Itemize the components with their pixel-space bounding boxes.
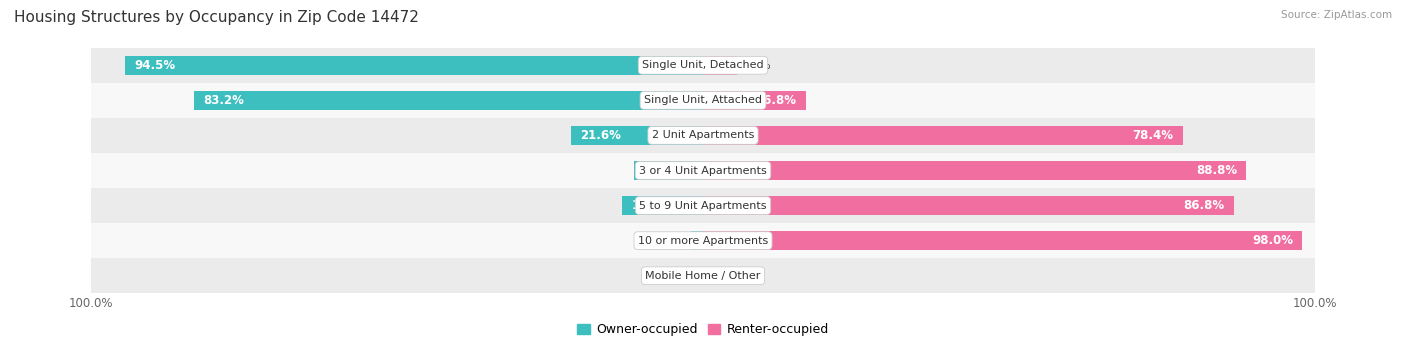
Bar <box>571 126 703 145</box>
Text: 2.0%: 2.0% <box>657 234 686 247</box>
Text: 16.8%: 16.8% <box>755 94 797 107</box>
Bar <box>91 118 1315 153</box>
Text: Source: ZipAtlas.com: Source: ZipAtlas.com <box>1281 10 1392 20</box>
Text: 2 Unit Apartments: 2 Unit Apartments <box>652 130 754 140</box>
Bar <box>703 196 1234 215</box>
Text: 78.4%: 78.4% <box>1132 129 1174 142</box>
Text: Housing Structures by Occupancy in Zip Code 14472: Housing Structures by Occupancy in Zip C… <box>14 10 419 25</box>
Bar <box>703 161 1246 180</box>
Text: 94.5%: 94.5% <box>134 59 176 72</box>
Bar <box>703 91 806 110</box>
Text: 98.0%: 98.0% <box>1253 234 1294 247</box>
Bar <box>194 91 703 110</box>
Text: Single Unit, Detached: Single Unit, Detached <box>643 60 763 70</box>
Legend: Owner-occupied, Renter-occupied: Owner-occupied, Renter-occupied <box>572 318 834 341</box>
Bar <box>125 56 703 75</box>
Text: 5.5%: 5.5% <box>741 59 770 72</box>
Bar <box>703 126 1182 145</box>
Bar <box>91 153 1315 188</box>
Text: Single Unit, Attached: Single Unit, Attached <box>644 95 762 105</box>
Bar <box>91 83 1315 118</box>
Text: Mobile Home / Other: Mobile Home / Other <box>645 271 761 281</box>
Text: 83.2%: 83.2% <box>204 94 245 107</box>
Bar <box>91 258 1315 293</box>
Bar <box>91 188 1315 223</box>
Bar <box>703 231 1302 250</box>
Text: 5 to 9 Unit Apartments: 5 to 9 Unit Apartments <box>640 201 766 211</box>
Text: 88.8%: 88.8% <box>1197 164 1237 177</box>
Bar <box>91 223 1315 258</box>
Text: 13.2%: 13.2% <box>631 199 672 212</box>
Text: 86.8%: 86.8% <box>1184 199 1225 212</box>
Bar <box>690 231 703 250</box>
Text: 10 or more Apartments: 10 or more Apartments <box>638 236 768 246</box>
Bar <box>703 56 737 75</box>
Text: 3 or 4 Unit Apartments: 3 or 4 Unit Apartments <box>640 165 766 176</box>
Text: 0.0%: 0.0% <box>707 269 738 282</box>
Text: 0.0%: 0.0% <box>668 269 699 282</box>
Bar <box>623 196 703 215</box>
Bar <box>91 48 1315 83</box>
Bar <box>634 161 703 180</box>
Text: 21.6%: 21.6% <box>581 129 621 142</box>
Text: 11.2%: 11.2% <box>644 164 685 177</box>
